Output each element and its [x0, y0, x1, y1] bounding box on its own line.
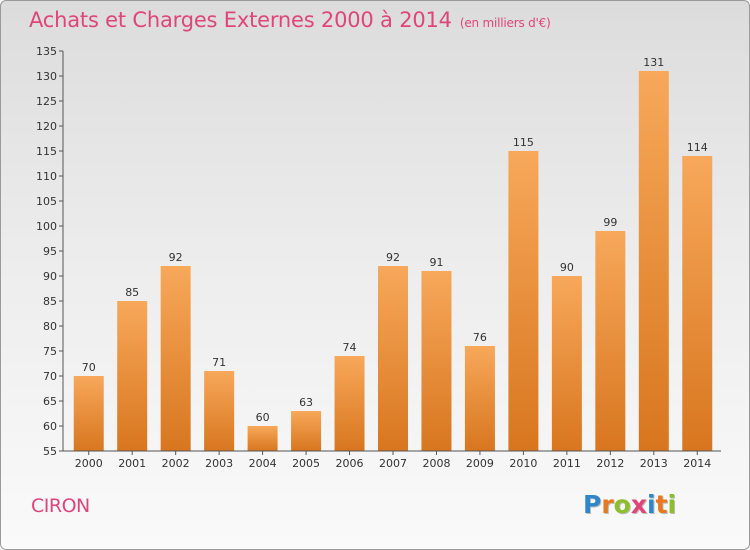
bar [682, 156, 713, 451]
y-tick-label: 120 [36, 120, 57, 133]
bar [551, 276, 582, 451]
y-tick-label: 80 [43, 320, 57, 333]
y-tick-label: 115 [36, 145, 57, 158]
logo-letter: o [613, 490, 631, 519]
bar [204, 371, 235, 451]
x-tick-label: 2005 [292, 457, 320, 470]
bar-value-label: 92 [386, 251, 400, 264]
proxiti-logo: Proxiti [583, 490, 676, 519]
y-tick-label: 85 [43, 295, 57, 308]
chart-title: Achats et Charges Externes 2000 à 2014 (e… [29, 8, 551, 32]
bar [638, 71, 669, 451]
y-tick-label: 70 [43, 370, 57, 383]
y-tick-label: 65 [43, 395, 57, 408]
bar-value-label: 70 [82, 361, 96, 374]
x-tick-label: 2007 [379, 457, 407, 470]
x-tick-label: 2006 [336, 457, 364, 470]
bar-value-label: 90 [560, 261, 574, 274]
bar [291, 411, 322, 451]
y-tick-label: 55 [43, 445, 57, 458]
bar [378, 266, 408, 451]
bar-value-label: 131 [643, 56, 664, 69]
x-tick-label: 2014 [683, 457, 711, 470]
bar-value-label: 91 [429, 256, 443, 269]
y-tick-label: 135 [36, 45, 57, 58]
x-tick-label: 2010 [509, 457, 537, 470]
y-tick-label: 130 [36, 70, 57, 83]
x-tick-label: 2008 [422, 457, 450, 470]
x-tick-label: 2012 [596, 457, 624, 470]
bar-value-label: 74 [343, 341, 357, 354]
bar-value-label: 63 [299, 396, 313, 409]
bar-value-label: 60 [256, 411, 270, 424]
bar-value-label: 71 [212, 356, 226, 369]
y-tick-label: 60 [43, 420, 57, 433]
y-tick-label: 90 [43, 270, 57, 283]
bar [160, 266, 191, 451]
bar-value-label: 115 [513, 136, 534, 149]
x-axis: 2000 2001 2002 2003 2004 2005 2006 2007 2008 2009… [63, 450, 721, 470]
y-tick-label: 95 [43, 245, 57, 258]
bar [464, 346, 495, 451]
bar-value-label: 92 [169, 251, 183, 264]
y-tick-label: 75 [43, 345, 57, 358]
bar [247, 426, 278, 451]
logo-letter: t [655, 490, 668, 519]
logo-letter: r [601, 490, 614, 519]
logo-letter: i [647, 490, 656, 519]
x-tick-label: 2000 [75, 457, 103, 470]
bar [117, 301, 148, 451]
bar [73, 376, 104, 451]
y-axis: 55 60 65 70 75 80 85 90 95 100 105 110 115 120 125 130 1… [36, 45, 64, 458]
y-tick-label: 110 [36, 170, 57, 183]
bar-value-label: 85 [125, 286, 139, 299]
x-tick-label: 2003 [205, 457, 233, 470]
bar [595, 231, 626, 451]
y-tick-label: 100 [36, 220, 57, 233]
bar-series: 70 85 92 71 60 63 74 92 91 76 115 90 99 131 114 [73, 56, 713, 451]
x-tick-label: 2011 [553, 457, 581, 470]
commune-name: CIRON [31, 495, 90, 517]
bar-value-label: 114 [687, 141, 708, 154]
bar-value-label: 99 [603, 216, 617, 229]
y-tick-label: 125 [36, 95, 57, 108]
logo-letter: x [630, 490, 647, 519]
x-tick-label: 2009 [466, 457, 494, 470]
logo-letter: P [583, 490, 602, 519]
bar [421, 271, 452, 451]
x-tick-label: 2002 [162, 457, 190, 470]
chart-title-text: Achats et Charges Externes 2000 à 2014 [29, 8, 452, 32]
chart-subtitle: (en milliers d'€) [459, 16, 551, 30]
x-tick-label: 2004 [249, 457, 277, 470]
x-tick-label: 2001 [118, 457, 146, 470]
bar [334, 356, 365, 451]
bar-value-label: 76 [473, 331, 487, 344]
y-tick-label: 105 [36, 195, 57, 208]
x-tick-label: 2013 [640, 457, 668, 470]
bar [508, 151, 539, 451]
logo-letter: i [667, 490, 677, 519]
